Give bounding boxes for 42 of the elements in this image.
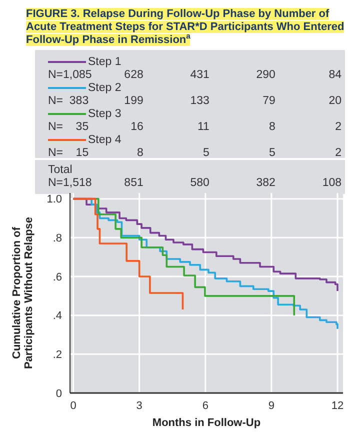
text: 851 (124, 177, 144, 189)
y-tick-label: .6 (52, 271, 62, 284)
y-tick-label: 1.0 (46, 194, 62, 206)
text: 79 (262, 95, 276, 107)
text: 11 (197, 121, 210, 133)
text: 5 (269, 147, 276, 159)
y-tick-label: .4 (52, 310, 62, 322)
text: N= 35 (48, 121, 89, 134)
text: 431 (190, 69, 210, 81)
y-tick-label: .8 (52, 232, 62, 245)
y-tick-label: .2 (52, 349, 62, 362)
text: 382 (256, 177, 276, 189)
text: 2 (335, 147, 342, 159)
legend-label: Step 3 (88, 108, 122, 120)
text: 580 (190, 177, 210, 189)
text: 290 (256, 69, 276, 81)
text: 133 (190, 95, 210, 107)
y-tick-label: 0 (56, 388, 62, 400)
x-tick-label: 9 (268, 400, 275, 412)
text: Total N=1,518 (48, 164, 92, 190)
x-tick-label: 12 (331, 400, 344, 412)
text: 8 (136, 147, 144, 159)
legend-label: Step 4 (88, 134, 122, 146)
legend-label: Step 1 (88, 56, 122, 68)
text: 84 (328, 69, 342, 81)
text: 628 (124, 69, 144, 81)
text: 2 (335, 121, 342, 133)
text: 20 (328, 95, 342, 107)
legend-label: Step 2 (88, 82, 122, 94)
x-axis-title: Months in Follow-Up (152, 417, 261, 429)
text: 16 (130, 121, 144, 133)
text: 8 (269, 121, 276, 133)
text: 199 (124, 95, 144, 107)
x-tick-label: 0 (70, 400, 76, 412)
x-tick-label: 3 (136, 400, 142, 412)
text: N= 15 (48, 147, 89, 160)
text: 108 (322, 177, 342, 189)
x-tick-label: 6 (202, 400, 208, 412)
y-axis-title: Cumulative Proportion of Participants Without Relapse (11, 216, 35, 370)
text: N= 383 (48, 95, 89, 108)
text: N=1,085 (48, 69, 92, 82)
text: 5 (203, 147, 210, 159)
